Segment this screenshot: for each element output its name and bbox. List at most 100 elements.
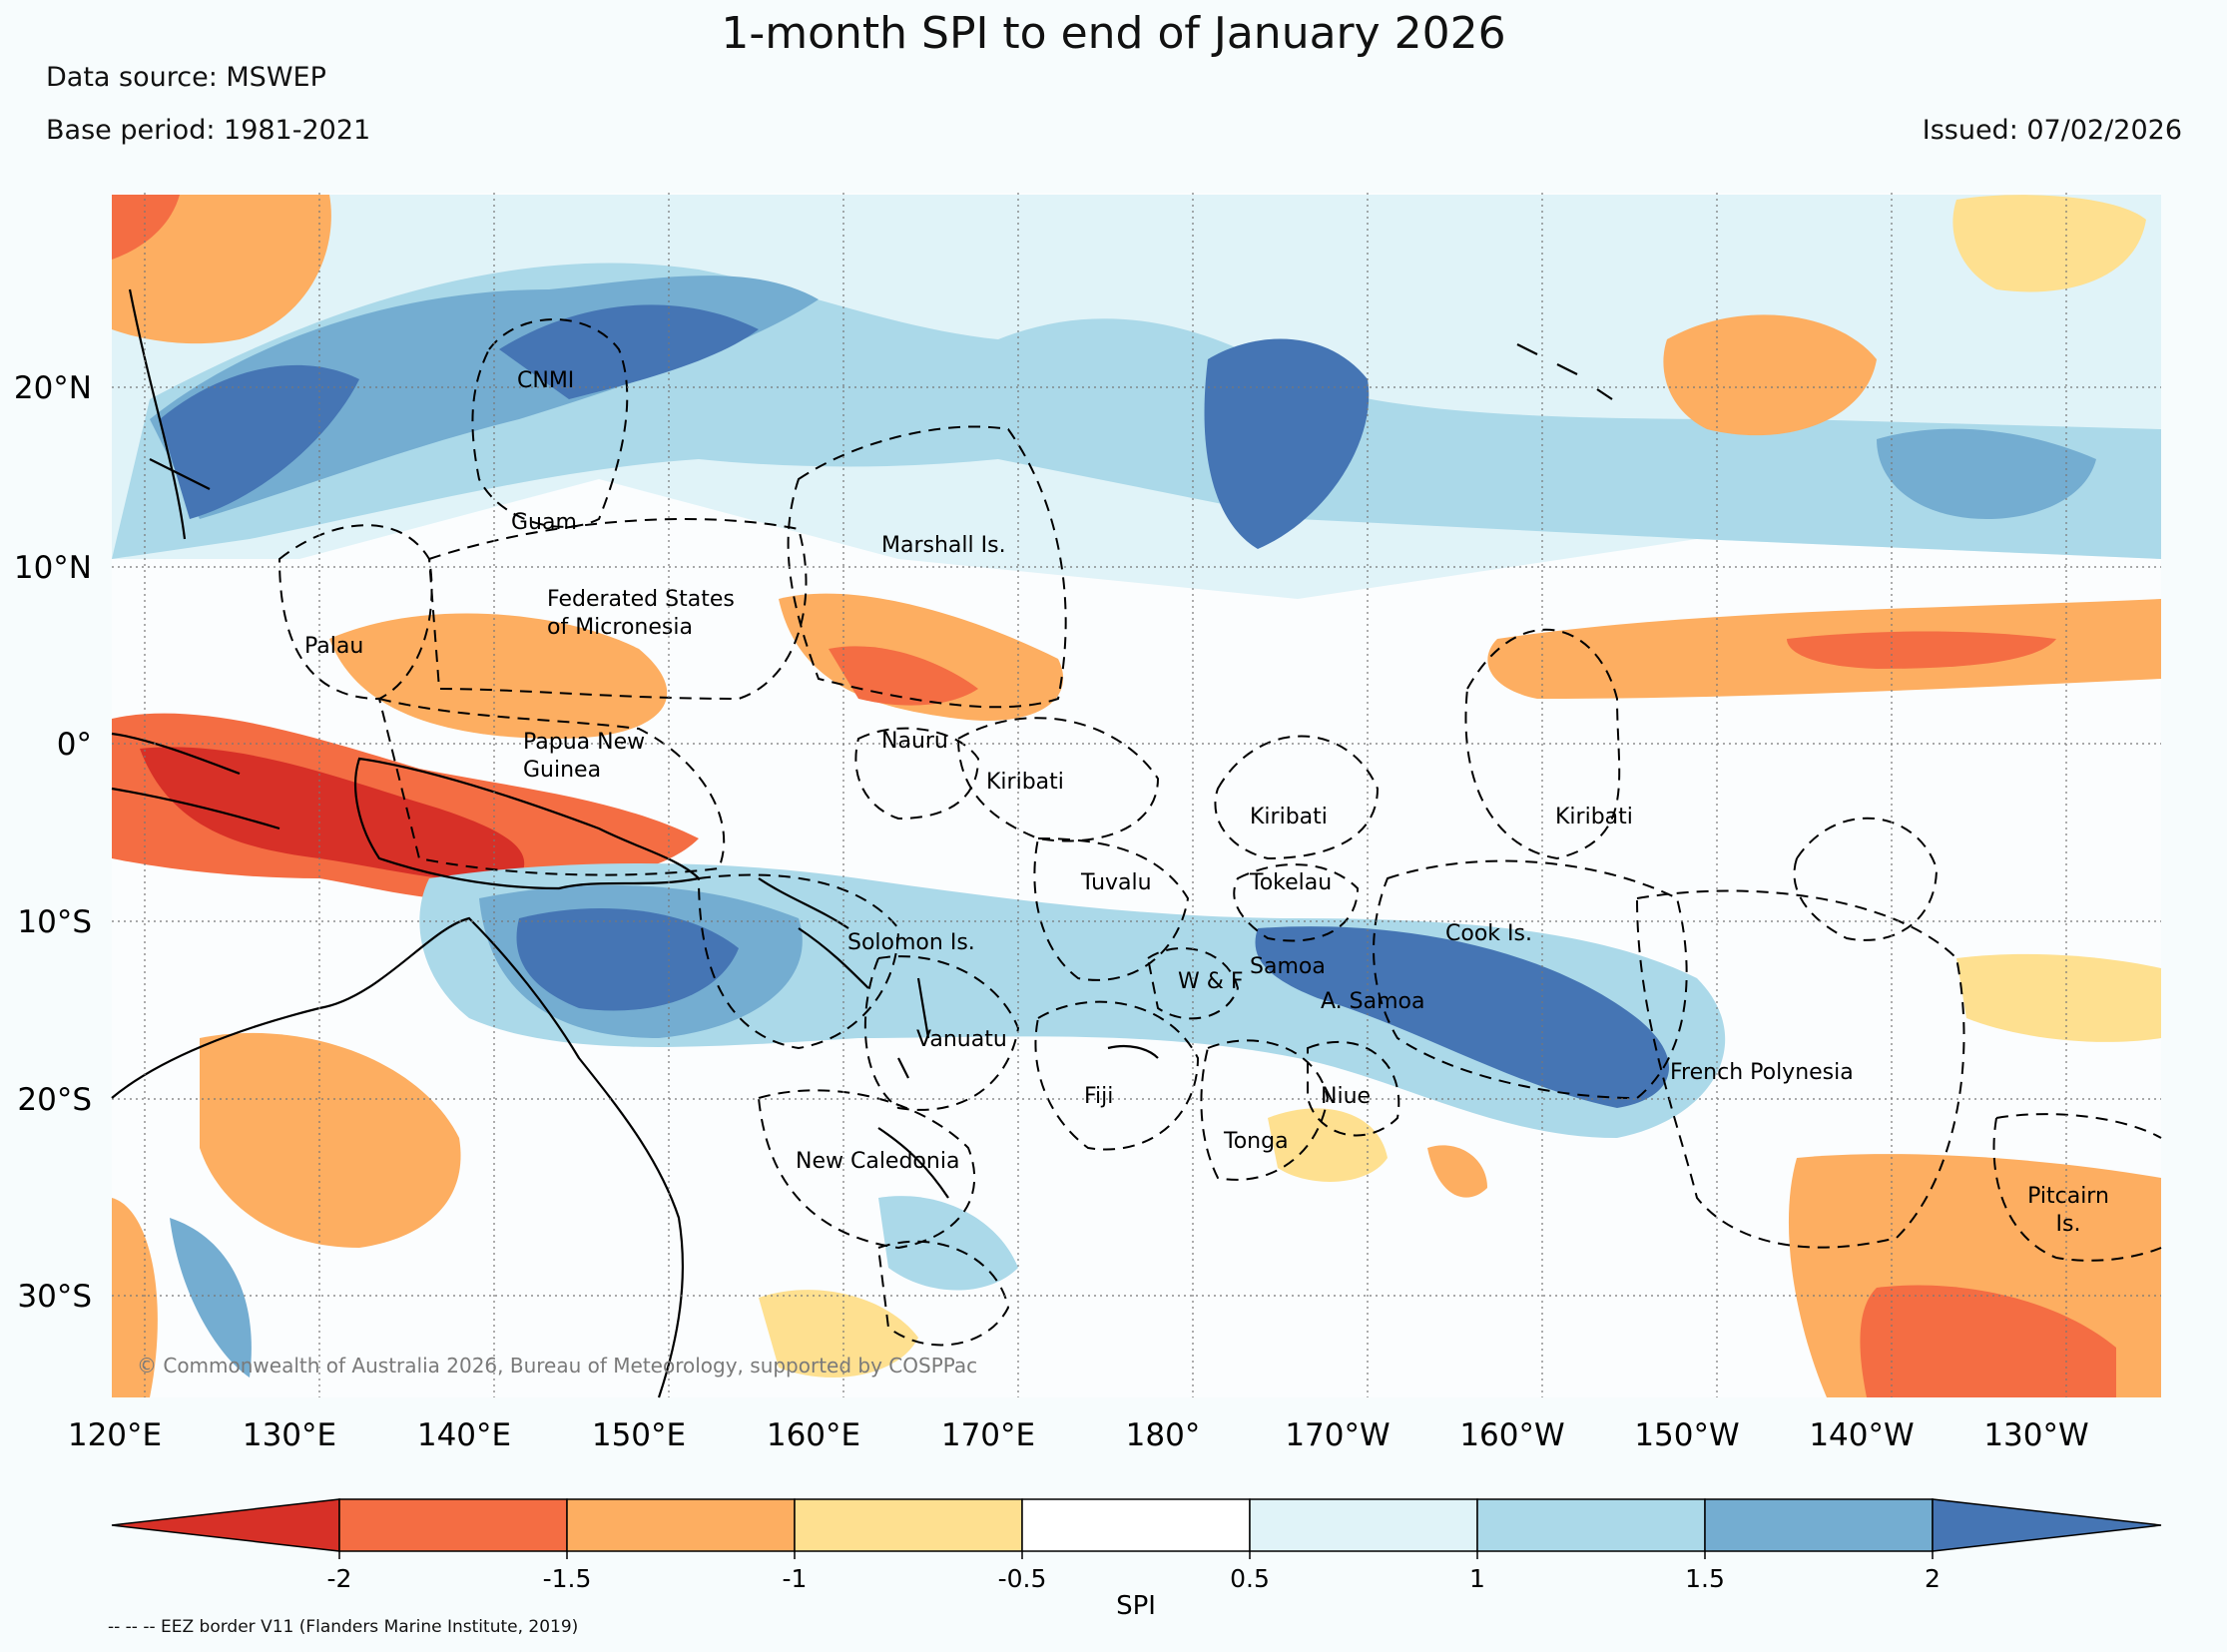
colorbar-tick-label: 2 [1925, 1564, 1941, 1593]
coastline-fiji [1107, 1044, 1159, 1059]
coastlines [111, 288, 1613, 1398]
longitude-label: 130°W [1983, 1417, 2088, 1453]
issued-date-label: Issued: 07/02/2026 [1922, 115, 2182, 146]
eez-border-fiji [1034, 1000, 1200, 1151]
latitude-label: 10°N [14, 550, 92, 586]
place-label-frenchpoly: French Polynesia [1670, 1060, 1854, 1085]
spi-region-dry-marshall [779, 593, 1064, 721]
place-label-vanuatu: Vanuatu [916, 1027, 1007, 1052]
eez-borders [278, 318, 2162, 1347]
spi-field [112, 195, 2161, 1397]
place-label-fsm: Federated States [547, 587, 735, 612]
spi-region-dry-itcz-east-2 [1787, 631, 2056, 669]
spi-region-dry-tonga [1268, 1108, 1388, 1182]
graticule [112, 193, 2161, 1397]
place-label-png: Papua New [523, 730, 645, 755]
colorbar-tick-label: 0.5 [1230, 1564, 1270, 1593]
spi-region-dry-south-central [1427, 1145, 1487, 1198]
eez-border-kiribati-gilbert [956, 717, 1160, 842]
longitude-label: 170°W [1285, 1417, 1390, 1453]
colorbar-swatch [1476, 1498, 1706, 1552]
spi-region-dry-northwest-2 [112, 195, 180, 260]
coastline-new-guinea [353, 757, 702, 890]
colorbar-label: SPI [1116, 1591, 1156, 1621]
latitude-label: 20°S [17, 1082, 92, 1118]
place-label-guam: Guam [511, 510, 577, 535]
eez-border-marquesas [1793, 817, 1939, 941]
eez-border-kiribati-phoenix [1214, 735, 1380, 860]
data-source-label: Data source: MSWEP [46, 62, 326, 93]
page-title: 1-month SPI to end of January 2026 [721, 8, 1506, 59]
spi-region-dry-tasman [759, 1290, 918, 1377]
eez-border-png [377, 697, 726, 876]
eez-border-palau [278, 524, 433, 701]
spi-region-blue-tasman [878, 1196, 1018, 1291]
place-label-newcal: New Caledonia [796, 1149, 959, 1174]
place-label-marshall: Marshall Is. [881, 533, 1006, 558]
latitude-label: 10°S [17, 904, 92, 940]
spi-region-darkblue-cnmi [499, 304, 759, 399]
eez-border-wallis-futuna [1146, 947, 1240, 1020]
place-label-fiji: Fiji [1084, 1084, 1113, 1109]
spi-region-dry-australia-west [112, 1198, 158, 1397]
latitude-label: 20°N [14, 370, 92, 406]
place-label-kiribati-w: Kiribati [986, 770, 1064, 795]
coastline-vanuatu [897, 977, 930, 1079]
spi-region-darkblue-coral-sea [516, 908, 739, 1011]
eez-border-marshall [787, 425, 1067, 709]
place-label-tokelau: Tokelau [1249, 870, 1332, 895]
spi-region-verydry-png [140, 747, 525, 881]
longitude-label: 160°W [1459, 1417, 1564, 1453]
longitude-label: 140°W [1809, 1417, 1914, 1453]
place-labels: CNMI Guam Marshall Is. Federated States of M… [304, 368, 2109, 1237]
place-label-tonga: Tonga [1223, 1129, 1289, 1154]
colorbar-swatch [566, 1498, 796, 1552]
spi-region-dry-northeast [1952, 195, 2146, 292]
colorbar-swatch [338, 1498, 568, 1552]
coastline-new-caledonia [877, 1127, 949, 1199]
colorbar-tick-label: 1.5 [1685, 1564, 1725, 1593]
base-period-label: Base period: 1981-2021 [46, 115, 371, 146]
spi-colorbar: -2 -1.5 -1 -0.5 0.5 1 1.5 2 [111, 1498, 2162, 1593]
place-label-niue: Niue [1321, 1084, 1371, 1109]
colorbar-swatch [1021, 1498, 1251, 1552]
longitude-label: 140°E [417, 1417, 511, 1453]
longitude-label: 160°E [767, 1417, 860, 1453]
coastline-philippines [128, 288, 211, 540]
longitude-label: 180° [1126, 1417, 1201, 1453]
latitude-labels: 20°N 10°N 0° 10°S 20°S 30°S [14, 370, 92, 1315]
latitude-label: 0° [57, 727, 92, 763]
spi-region-dry-marshall-2 [829, 646, 978, 706]
spi-region-dry-australia [200, 1032, 461, 1248]
eez-border-nauru [854, 727, 980, 821]
colorbar-tick-label: -0.5 [998, 1564, 1047, 1593]
spi-region-dry-southeast-2 [1860, 1285, 2116, 1397]
eez-border-cook-islands [1373, 859, 1688, 1100]
place-label-solomon: Solomon Is. [847, 930, 975, 955]
place-label-cnmi: CNMI [517, 368, 574, 393]
spi-region-dry-northwest [112, 195, 331, 344]
eez-border-norfolk [876, 1240, 1010, 1347]
spi-region-darkblue-central [1204, 338, 1370, 549]
spi-region-dry-hawaii-east [1663, 314, 1877, 436]
coastline-hawaii [1516, 343, 1613, 400]
place-label-pitcairn: Pitcairn [2027, 1184, 2109, 1209]
eez-border-vanuatu [863, 955, 1020, 1111]
colorbar-tick-label: 1 [1469, 1564, 1485, 1593]
spi-region-blue-australia [170, 1218, 252, 1377]
place-label-palau: Palau [304, 634, 363, 659]
colorbar-extend-low [111, 1498, 340, 1552]
place-label-tuvalu: Tuvalu [1080, 870, 1152, 895]
eez-border-legend: -- -- -- EEZ border V11 (Flanders Marine… [108, 1617, 579, 1637]
colorbar-tick-label: -1.5 [543, 1564, 592, 1593]
longitude-label: 120°E [68, 1417, 162, 1453]
eez-border-new-caledonia [757, 1089, 976, 1250]
eez-border-tuvalu [1033, 836, 1190, 981]
colorbar-tick-label: -2 [327, 1564, 352, 1593]
place-label-wf: W & F [1178, 969, 1244, 994]
spi-region-dry-palau [329, 613, 668, 739]
longitude-label: 150°E [592, 1417, 686, 1453]
place-label-pitcairn: Is. [2056, 1212, 2081, 1237]
longitude-labels: 120°E 130°E 140°E 150°E 160°E 170°E 180° 170°W 1… [68, 1417, 2089, 1453]
